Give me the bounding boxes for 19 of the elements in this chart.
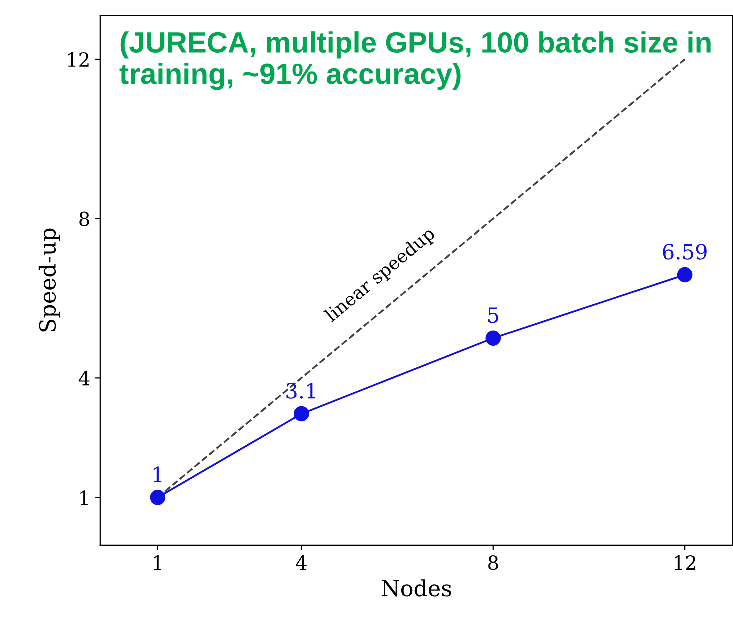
y-axis-title: Speed-up <box>38 228 60 332</box>
y-tick-label: 1 <box>80 490 88 506</box>
x-tick-label: 4 <box>296 556 307 570</box>
point <box>486 330 502 346</box>
y-tick-label: 4 <box>78 371 90 386</box>
x-tick-label: 8 <box>488 556 498 570</box>
x-tick-label: 12 <box>675 556 696 570</box>
y-tick-label: 8 <box>80 212 90 226</box>
point <box>294 406 310 422</box>
data-label: 1 <box>154 466 162 482</box>
data-label: 6.59 <box>663 244 707 260</box>
annotation: (JURECA, multiple GPUs, 100 batch size in training, ~91% accuracy) <box>120 32 711 90</box>
y-tick-label: 12 <box>68 52 89 67</box>
x-axis-title: Nodes <box>382 580 452 597</box>
data-label: 3.1 <box>286 383 316 399</box>
x-tick-label: 1 <box>154 556 162 570</box>
point <box>677 267 693 283</box>
point <box>150 490 166 506</box>
data-label: 5 <box>488 308 498 324</box>
